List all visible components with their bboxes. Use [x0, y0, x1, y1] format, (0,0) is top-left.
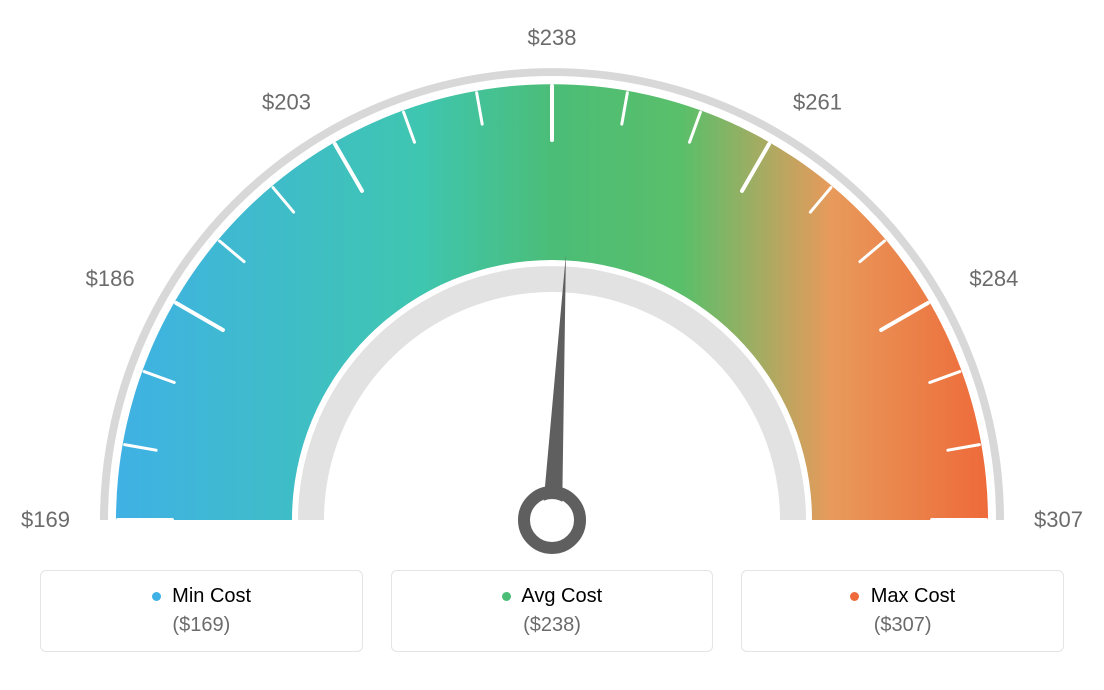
svg-text:$169: $169: [21, 507, 70, 532]
svg-text:$307: $307: [1034, 507, 1083, 532]
legend-max-label: Max Cost: [871, 585, 955, 607]
svg-text:$284: $284: [969, 266, 1018, 291]
svg-text:$186: $186: [86, 266, 135, 291]
legend-min-label: Min Cost: [172, 585, 251, 607]
svg-text:$238: $238: [528, 25, 577, 50]
legend-max-dot-icon: [850, 592, 859, 601]
legend-row: Min Cost ($169) Avg Cost ($238) Max Cost…: [0, 570, 1104, 652]
legend-avg-label: Avg Cost: [521, 585, 602, 607]
legend-max-title: Max Cost: [752, 585, 1053, 608]
legend-max-card: Max Cost ($307): [741, 570, 1064, 652]
legend-avg-value: ($238): [402, 614, 703, 637]
legend-min-value: ($169): [51, 614, 352, 637]
legend-avg-title: Avg Cost: [402, 585, 703, 608]
legend-avg-card: Avg Cost ($238): [391, 570, 714, 652]
gauge-chart: $169 $186 $203 $238 $261 $284 $307: [0, 0, 1104, 570]
legend-min-dot-icon: [152, 592, 161, 601]
legend-min-card: Min Cost ($169): [40, 570, 363, 652]
cost-gauge-widget: $169 $186 $203 $238 $261 $284 $307 Min Cost ($…: [0, 0, 1104, 690]
legend-avg-dot-icon: [502, 592, 511, 601]
legend-min-title: Min Cost: [51, 585, 352, 608]
legend-max-value: ($307): [752, 614, 1053, 637]
svg-text:$261: $261: [793, 90, 842, 115]
svg-text:$203: $203: [262, 90, 311, 115]
gauge-area: $169 $186 $203 $238 $261 $284 $307: [0, 0, 1104, 570]
